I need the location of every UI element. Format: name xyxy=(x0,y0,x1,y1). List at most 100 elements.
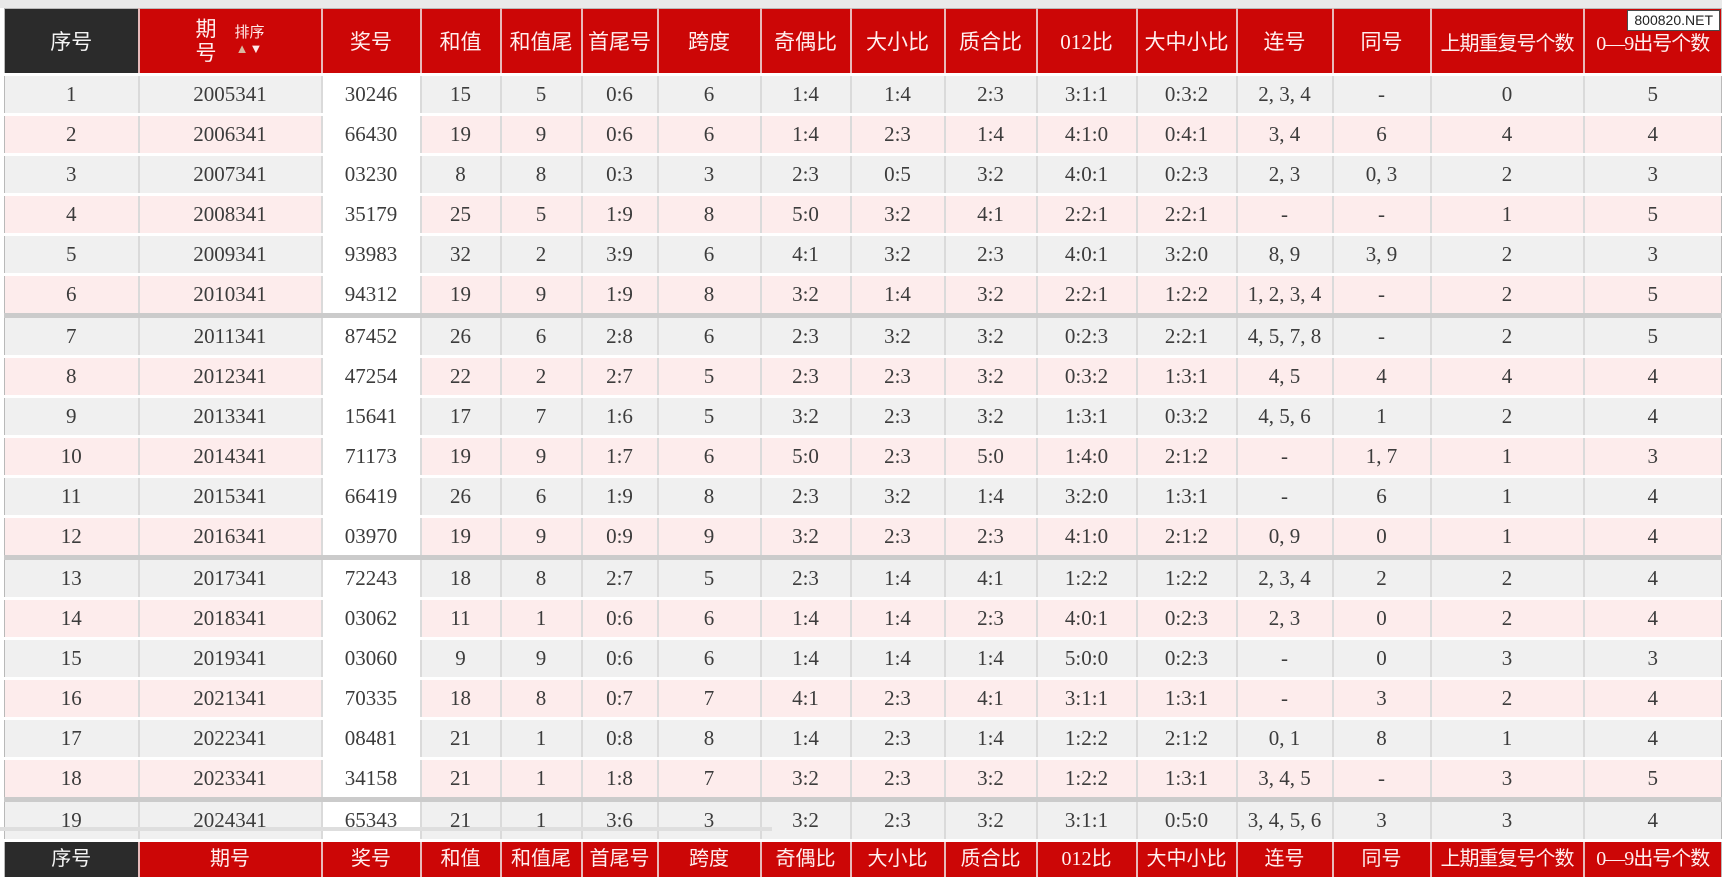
cell-big-small: 1:4 xyxy=(850,557,946,600)
cell-big-small: 2:3 xyxy=(850,516,946,560)
cell-odd-even: 2:3 xyxy=(760,315,852,358)
cell-ratio-012: 4:0:1 xyxy=(1036,598,1138,640)
cell-same: 1 xyxy=(1332,396,1432,438)
cell-period: 2007341 xyxy=(138,154,323,196)
table-row: 15 2019341 03060 9 9 0:6 6 1:4 1:4 1:4 5:0:0 0:2:3-… xyxy=(4,638,1722,680)
cell-prime-comp: 3:2 xyxy=(944,758,1038,802)
table-row: 13 2017341 72243 18 8 2:7 5 2:3 1:4 4:1 1:2:2 1:2:2… xyxy=(4,557,1722,600)
cell-period: 2008341 xyxy=(138,194,323,236)
cell-digit-count: 5 xyxy=(1583,758,1722,802)
sort-descending-icon[interactable]: ▼ xyxy=(249,41,264,56)
cell-consecutive: 0, 9 xyxy=(1236,516,1334,560)
cell-digit-count: 4 xyxy=(1583,598,1722,640)
cell-big-small: 2:3 xyxy=(850,799,946,842)
table-row: 9 2013341 15641 17 7 1:6 5 3:2 2:3 3:2 1:3:1 0:3:2 4… xyxy=(4,396,1722,438)
cell-period: 2012341 xyxy=(138,356,323,398)
cell-sum: 32 xyxy=(420,234,502,276)
footer-header-repeat-prev: 上期重复号个数 xyxy=(1430,840,1585,880)
footer-header-odd-even: 奇偶比 xyxy=(760,840,852,880)
cell-span: 5 xyxy=(657,396,762,438)
column-header-period: 期 号 排序 ▲▼ xyxy=(138,8,323,76)
cell-odd-even: 3:2 xyxy=(760,516,852,560)
cell-number: 08481 xyxy=(321,718,422,760)
lottery-stats-table-wrap: 800820.NET 序号 期 号 排序 xyxy=(4,8,1722,880)
cell-same: 1, 7 xyxy=(1332,436,1432,478)
cell-min-max: 0:9 xyxy=(581,516,659,560)
cell-big-small: 2:3 xyxy=(850,758,946,802)
cell-big-small: 3:2 xyxy=(850,476,946,518)
cell-sum: 9 xyxy=(420,638,502,680)
cell-sum: 25 xyxy=(420,194,502,236)
cell-ratio-012: 4:0:1 xyxy=(1036,234,1138,276)
cell-seq: 4 xyxy=(4,194,140,236)
column-header-min-max: 首尾号 xyxy=(581,8,659,76)
footer-header-prime-comp: 质合比 xyxy=(944,840,1038,880)
column-header-seq: 序号 xyxy=(4,8,140,76)
sort-ascending-icon[interactable]: ▲ xyxy=(235,41,250,56)
cell-same: 3 xyxy=(1332,678,1432,720)
cell-sum-tail: 9 xyxy=(500,516,583,560)
cell-repeat-prev: 2 xyxy=(1430,234,1585,276)
cell-seq: 3 xyxy=(4,154,140,196)
cell-repeat-prev: 1 xyxy=(1430,516,1585,560)
cell-prime-comp: 4:1 xyxy=(944,194,1038,236)
cell-digit-count: 4 xyxy=(1583,557,1722,600)
cell-odd-even: 1:4 xyxy=(760,598,852,640)
cell-consecutive: 4, 5, 7, 8 xyxy=(1236,315,1334,358)
cell-big-mid-small: 2:1:2 xyxy=(1136,516,1238,560)
cell-seq: 6 xyxy=(4,274,140,318)
cell-span: 5 xyxy=(657,356,762,398)
cell-sum: 21 xyxy=(420,718,502,760)
cell-digit-count: 3 xyxy=(1583,154,1722,196)
cell-consecutive: 3, 4, 5, 6 xyxy=(1236,799,1334,842)
cell-min-max: 1:6 xyxy=(581,396,659,438)
cell-repeat-prev: 2 xyxy=(1430,678,1585,720)
cell-ratio-012: 4:0:1 xyxy=(1036,154,1138,196)
cell-ratio-012: 1:2:2 xyxy=(1036,718,1138,760)
cell-same: 3 xyxy=(1332,799,1432,842)
cell-min-max: 0:7 xyxy=(581,678,659,720)
cell-odd-even: 3:2 xyxy=(760,396,852,438)
table-row: 18 2023341 34158 21 1 1:8 7 3:2 2:3 3:2 1:2:2 1:3:1… xyxy=(4,758,1722,802)
cell-consecutive: - xyxy=(1236,638,1334,680)
sort-control[interactable]: 排序 ▲▼ xyxy=(234,26,264,57)
footer-header-big-mid-small: 大中小比 xyxy=(1136,840,1238,880)
cell-big-small: 1:4 xyxy=(850,638,946,680)
cell-sum: 17 xyxy=(420,396,502,438)
footer-header-number: 奖号 xyxy=(321,840,422,880)
cell-sum: 26 xyxy=(420,476,502,518)
cell-period: 2010341 xyxy=(138,274,323,318)
cell-same: - xyxy=(1332,274,1432,318)
cell-repeat-prev: 1 xyxy=(1430,194,1585,236)
cell-sum: 21 xyxy=(420,758,502,802)
cell-number: 03970 xyxy=(321,516,422,560)
cell-number: 94312 xyxy=(321,274,422,318)
cell-sum: 8 xyxy=(420,154,502,196)
cell-sum: 18 xyxy=(420,678,502,720)
table-row: 10 2014341 71173 19 9 1:7 6 5:0 2:3 5:0 1:4:0 2:1:2… xyxy=(4,436,1722,478)
cell-seq: 15 xyxy=(4,638,140,680)
cell-ratio-012: 4:1:0 xyxy=(1036,114,1138,156)
cell-digit-count: 4 xyxy=(1583,678,1722,720)
cell-big-mid-small: 2:1:2 xyxy=(1136,436,1238,478)
cell-big-small: 2:3 xyxy=(850,114,946,156)
cell-odd-even: 1:4 xyxy=(760,114,852,156)
cell-number: 71173 xyxy=(321,436,422,478)
cell-ratio-012: 0:2:3 xyxy=(1036,315,1138,358)
cell-span: 6 xyxy=(657,598,762,640)
cell-odd-even: 2:3 xyxy=(760,154,852,196)
cell-big-mid-small: 3:2:0 xyxy=(1136,234,1238,276)
cell-min-max: 1:8 xyxy=(581,758,659,802)
cell-big-mid-small: 1:2:2 xyxy=(1136,274,1238,318)
cell-ratio-012: 2:2:1 xyxy=(1036,194,1138,236)
cell-digit-count: 4 xyxy=(1583,396,1722,438)
cell-big-mid-small: 0:2:3 xyxy=(1136,598,1238,640)
cell-min-max: 0:3 xyxy=(581,154,659,196)
cell-prime-comp: 3:2 xyxy=(944,154,1038,196)
cell-period: 2005341 xyxy=(138,74,323,116)
table-row: 14 2018341 03062 11 1 0:6 6 1:4 1:4 2:3 4:0:1 0:2:3… xyxy=(4,598,1722,640)
cell-seq: 19 xyxy=(4,799,140,842)
cell-prime-comp: 2:3 xyxy=(944,598,1038,640)
cell-same: - xyxy=(1332,74,1432,116)
cell-consecutive: - xyxy=(1236,194,1334,236)
